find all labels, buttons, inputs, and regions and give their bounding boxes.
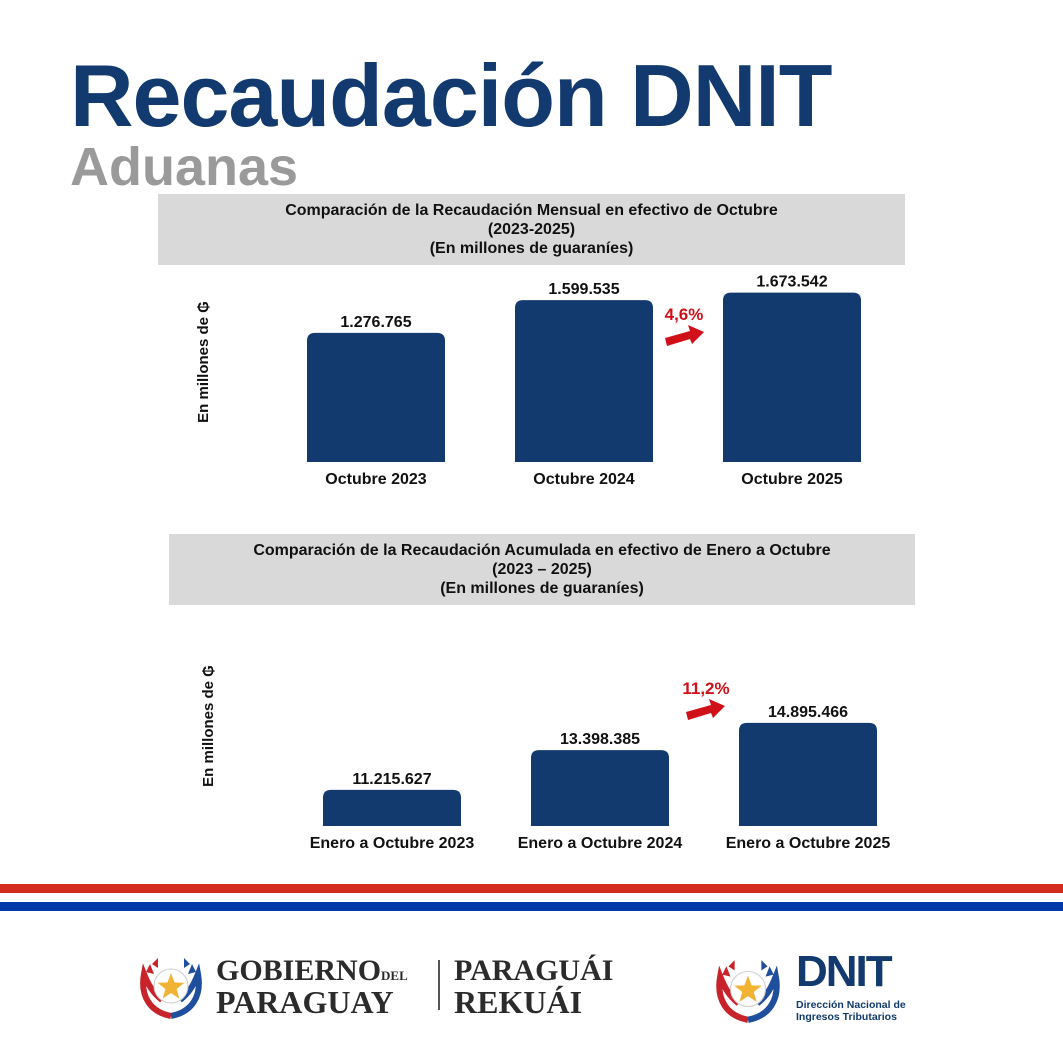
chart2-growth-arrow: 11,2% bbox=[682, 679, 730, 720]
page-title: Recaudación DNIT bbox=[70, 46, 832, 145]
chart2-bar-2 bbox=[531, 750, 669, 826]
chart2-value-label-1: 11.215.627 bbox=[352, 771, 431, 788]
chart2-title-box: Comparación de la Recaudación Acumulada … bbox=[169, 534, 915, 605]
chart1-title-box: Comparación de la Recaudación Mensual en… bbox=[158, 194, 905, 265]
chart1-bar-3 bbox=[723, 292, 861, 462]
gobierno-logo: GOBIERNODEL PARAGUAY PARAGUÁI REKUÁI bbox=[136, 950, 626, 1022]
chart1-category-label-1: Octubre 2023 bbox=[325, 471, 426, 488]
chart1-value-label-2: 1.599.535 bbox=[548, 281, 619, 298]
chart2-value-label-2: 13.398.385 bbox=[560, 731, 640, 748]
chart2-category-label-3: Enero a Octubre 2025 bbox=[726, 835, 891, 852]
chart2-value-label-3: 14.895.466 bbox=[768, 704, 848, 721]
flag-stripe-red bbox=[0, 884, 1063, 893]
rekuai-line1: PARAGUÁI bbox=[454, 954, 614, 987]
chart2-bar-3 bbox=[739, 722, 877, 826]
chart2-growth-label: 11,2% bbox=[682, 679, 729, 698]
chart1-growth-label: 4,6% bbox=[665, 305, 704, 324]
flag-stripe-white bbox=[0, 893, 1063, 902]
flag-stripe-blue bbox=[0, 902, 1063, 911]
dnit-name: DNIT bbox=[796, 947, 893, 996]
gobierno-del: DEL bbox=[381, 968, 408, 983]
chart1-value-label-1: 1.276.765 bbox=[340, 314, 411, 331]
chart2-bar-1 bbox=[323, 789, 461, 826]
chart2-y-axis-label: En millones de ₲ bbox=[200, 665, 217, 787]
chart2-title-line1: Comparación de la Recaudación Acumulada … bbox=[253, 542, 831, 559]
dnit-logo: DNIT Dirección Nacional de Ingresos Trib… bbox=[708, 950, 918, 1026]
dnit-emblem-icon bbox=[716, 960, 780, 1023]
dnit-sub1: Dirección Nacional de bbox=[796, 999, 906, 1011]
chart1-category-label-3: Octubre 2025 bbox=[741, 471, 842, 488]
chart2-title-line2: (2023 – 2025) bbox=[492, 561, 592, 578]
chart1-title-line2: (2023-2025) bbox=[487, 221, 576, 238]
chart2-category-label-2: Enero a Octubre 2024 bbox=[518, 835, 683, 852]
gobierno-line2: PARAGUAY bbox=[216, 984, 394, 1020]
chart1-bar-2 bbox=[515, 300, 653, 462]
chart1-value-label-3: 1.673.542 bbox=[756, 274, 827, 291]
chart1-title-line1: Comparación de la Recaudación Mensual en… bbox=[285, 202, 778, 219]
chart2-category-label-1: Enero a Octubre 2023 bbox=[310, 835, 475, 852]
chart1-category-label-2: Octubre 2024 bbox=[533, 471, 634, 488]
gobierno-line1: GOBIERNO bbox=[216, 954, 382, 987]
logo-divider bbox=[438, 960, 440, 1010]
gobierno-emblem-icon bbox=[140, 958, 202, 1019]
page-subtitle: Aduanas bbox=[70, 137, 299, 197]
chart1-title-line3: (En millones de guaraníes) bbox=[429, 240, 634, 257]
chart1-growth-arrow: 4,6% bbox=[665, 305, 704, 346]
dnit-sub2: Ingresos Tributarios bbox=[796, 1011, 897, 1023]
rekuai-line2: REKUÁI bbox=[454, 984, 583, 1020]
chart1-arrow-icon bbox=[665, 325, 704, 346]
chart1-bar-1 bbox=[307, 332, 445, 462]
chart2-plot: 11.215.627 Enero a Octubre 2023 13.398.385… bbox=[310, 704, 891, 852]
chart2-title-line3: (En millones de guaraníes) bbox=[440, 580, 644, 597]
chart2-arrow-icon bbox=[686, 699, 725, 720]
chart1-plot: 1.276.765 Octubre 2023 1.599.535 Octubre 20… bbox=[307, 274, 861, 488]
chart1-y-axis-label: En millones de ₲ bbox=[195, 301, 212, 423]
